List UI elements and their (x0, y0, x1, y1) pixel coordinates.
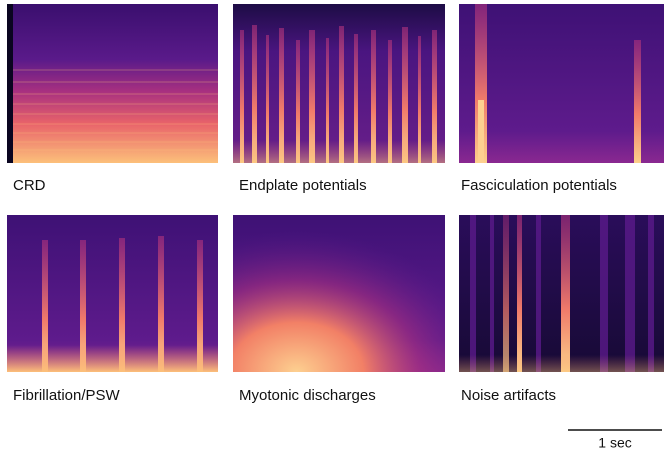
spectrogram-endplate (233, 4, 445, 163)
panel-label: Endplate potentials (239, 177, 367, 194)
spectrogram-myotonic (233, 215, 445, 372)
spectrogram-fasciculation (459, 4, 664, 163)
panel-label: Noise artifacts (461, 387, 556, 404)
panel-label: Fibrillation/PSW (13, 387, 121, 404)
spectrogram-crd (7, 4, 218, 163)
panel-label: CRD (13, 177, 46, 194)
panel-label: Myotonic discharges (239, 387, 376, 404)
spectrogram-fibrillation (7, 215, 218, 372)
scale-bar-label: 1 sec (598, 435, 631, 451)
spectrogram-noise (459, 215, 664, 372)
panel-label: Fasciculation potentials (461, 177, 617, 194)
